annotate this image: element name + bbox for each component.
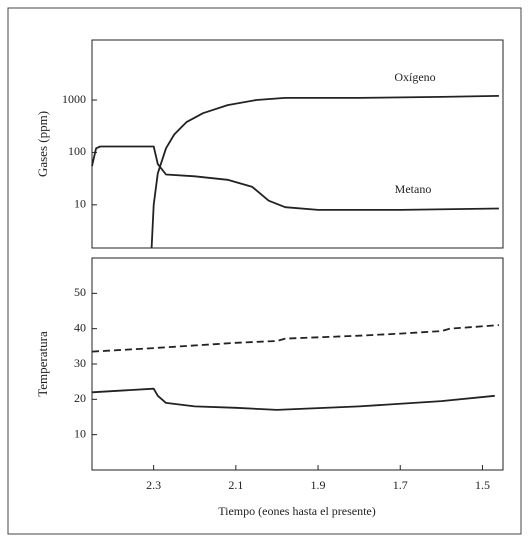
series-line: [91, 324, 499, 353]
y-tick-label: 40: [74, 320, 86, 334]
y-tick-label: 1000: [62, 92, 86, 106]
series-line: [91, 387, 495, 411]
x-tick-label: 2.3: [146, 478, 161, 492]
frame: [7, 7, 522, 535]
y-tick-label: 20: [74, 391, 86, 405]
series-line: [91, 145, 499, 211]
y-tick-label: 30: [74, 356, 86, 370]
y-tick-label: 50: [74, 285, 86, 299]
series-line: [150, 95, 499, 249]
x-tick-label: 1.7: [393, 478, 408, 492]
y-tick-label: 100: [68, 144, 86, 158]
y-tick-label: 10: [74, 426, 86, 440]
panel-frame: [91, 39, 504, 249]
x-tick-label: 2.1: [228, 478, 243, 492]
y-tick-label: 10: [74, 197, 86, 211]
x-tick-label: 1.9: [311, 478, 326, 492]
x-axis-label: Tiempo (eones hasta el presente): [218, 504, 376, 518]
x-tick-label: 1.5: [475, 478, 490, 492]
series-label: Oxígeno: [394, 70, 435, 84]
series-label: Metano: [395, 182, 432, 196]
y-axis-label: Gases (ppm): [35, 111, 50, 177]
y-axis-label: Temperatura: [35, 331, 50, 397]
panel-frame: [91, 257, 504, 471]
